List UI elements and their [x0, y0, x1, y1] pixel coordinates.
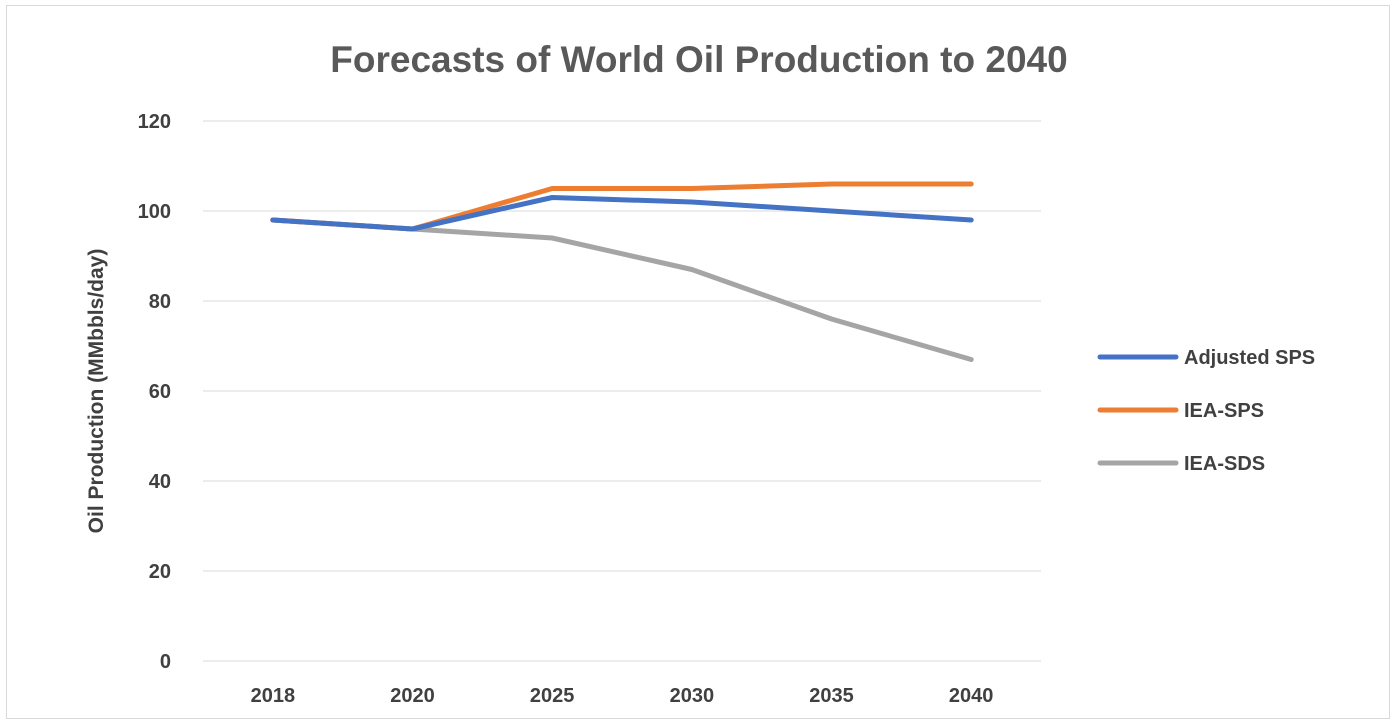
chart-frame — [6, 5, 1390, 719]
y-tick-label: 20 — [149, 561, 171, 583]
y-axis-label: Oil Production (MMbbls/day) — [85, 249, 108, 534]
y-tick-label: 60 — [149, 381, 171, 403]
chart-title: Forecasts of World Oil Production to 204… — [330, 39, 1067, 80]
y-tick-label: 40 — [149, 471, 171, 493]
series-lines — [270, 181, 974, 362]
x-axis-ticks: 2018 2020 2025 2030 2035 2040 — [251, 685, 994, 707]
x-tick-label: 2020 — [390, 685, 435, 707]
x-tick-label: 2025 — [530, 685, 575, 707]
x-tick-label: 2035 — [809, 685, 854, 707]
series-line-iea-sds — [270, 217, 974, 362]
x-tick-label: 2018 — [251, 685, 296, 707]
gridlines — [203, 120, 1041, 662]
legend-label: Adjusted SPS — [1184, 347, 1315, 369]
y-axis-ticks: 0 20 40 60 80 100 120 — [138, 111, 171, 673]
legend-label: IEA-SDS — [1184, 453, 1265, 475]
y-tick-label: 80 — [149, 291, 171, 313]
x-tick-label: 2040 — [949, 685, 994, 707]
series-line-adjusted-sps — [270, 195, 974, 232]
x-tick-label: 2030 — [670, 685, 715, 707]
legend: Adjusted SPS IEA-SPS IEA-SDS — [1097, 347, 1315, 475]
y-tick-label: 120 — [138, 111, 171, 133]
legend-label: IEA-SPS — [1184, 400, 1264, 422]
series-line-iea-sps — [270, 181, 974, 232]
y-tick-label: 0 — [160, 651, 171, 673]
y-tick-label: 100 — [138, 201, 171, 223]
